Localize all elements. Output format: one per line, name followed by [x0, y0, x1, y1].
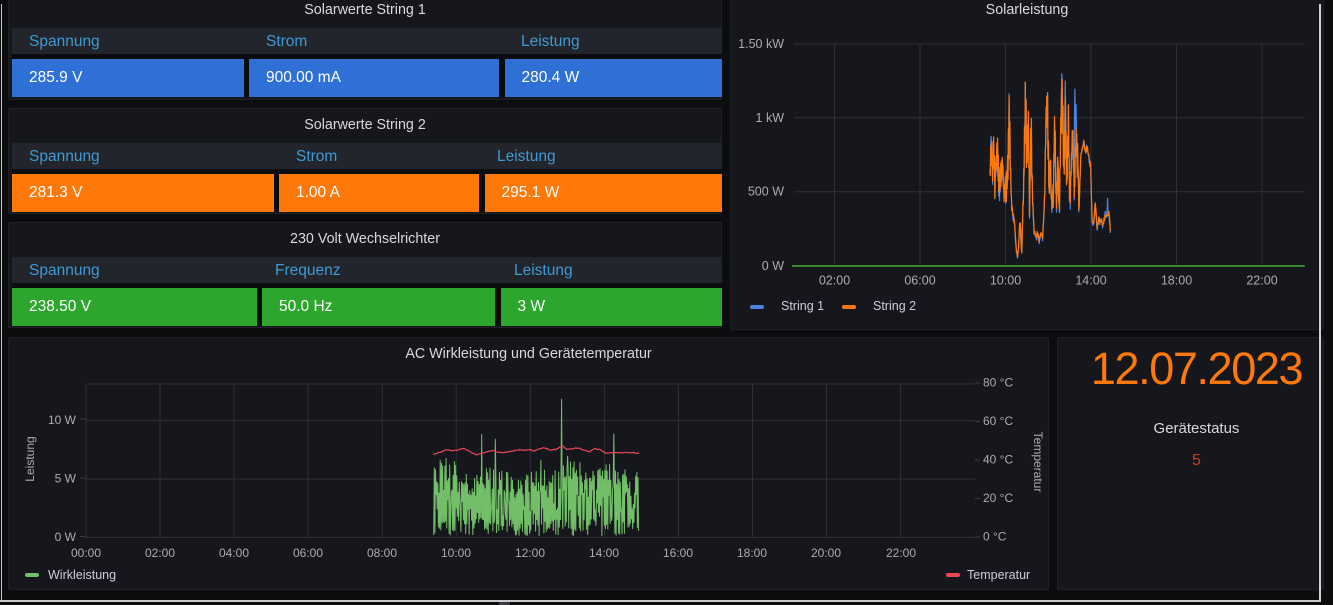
svg-text:20:00: 20:00	[811, 546, 841, 560]
svg-text:06:00: 06:00	[293, 546, 323, 560]
svg-text:08:00: 08:00	[367, 546, 397, 560]
svg-text:14:00: 14:00	[589, 546, 619, 560]
svg-text:02:00: 02:00	[145, 546, 175, 560]
svg-text:20 °C: 20 °C	[983, 491, 1013, 505]
svg-text:06:00: 06:00	[904, 274, 935, 288]
svg-text:Leistung: Leistung	[23, 436, 37, 481]
svg-text:10:00: 10:00	[441, 546, 471, 560]
svg-text:5 W: 5 W	[55, 472, 77, 486]
svg-text:12:00: 12:00	[515, 546, 545, 560]
svg-text:22:00: 22:00	[1246, 274, 1277, 288]
svg-text:80 °C: 80 °C	[983, 376, 1013, 390]
svg-text:16:00: 16:00	[663, 546, 693, 560]
svg-text:18:00: 18:00	[1161, 274, 1192, 288]
svg-text:0 °C: 0 °C	[983, 530, 1007, 544]
svg-text:0 W: 0 W	[762, 259, 784, 273]
svg-text:1 kW: 1 kW	[756, 111, 785, 125]
svg-text:14:00: 14:00	[1075, 274, 1106, 288]
svg-text:0 W: 0 W	[55, 530, 77, 544]
svg-text:500 W: 500 W	[748, 185, 784, 199]
svg-text:40 °C: 40 °C	[983, 453, 1013, 467]
svg-text:Temperatur: Temperatur	[1031, 432, 1045, 493]
svg-text:1.50 kW: 1.50 kW	[738, 37, 784, 51]
svg-text:22:00: 22:00	[886, 546, 916, 560]
svg-text:60 °C: 60 °C	[983, 414, 1013, 428]
svg-text:10:00: 10:00	[990, 274, 1021, 288]
svg-text:04:00: 04:00	[219, 546, 249, 560]
svg-text:18:00: 18:00	[737, 546, 767, 560]
svg-text:02:00: 02:00	[819, 274, 850, 288]
svg-text:10 W: 10 W	[48, 413, 77, 427]
svg-text:00:00: 00:00	[71, 546, 101, 560]
